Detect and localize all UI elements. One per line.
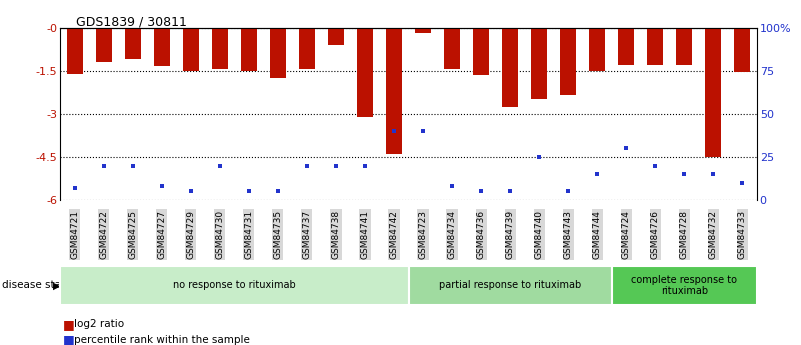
Bar [241,28,257,71]
Bar [125,28,141,59]
Text: ▶: ▶ [53,280,61,290]
Text: partial response to rituximab: partial response to rituximab [439,280,582,290]
Text: GDS1839 / 30811: GDS1839 / 30811 [76,16,187,29]
Bar [444,28,460,69]
Bar [183,28,199,71]
Text: log2 ratio: log2 ratio [74,319,124,329]
Bar [66,28,83,73]
Text: no response to rituximab: no response to rituximab [173,280,296,290]
Bar [415,28,431,33]
Bar [735,28,751,72]
Bar [299,28,315,69]
Bar [531,28,547,99]
Bar [706,28,722,157]
Bar [647,28,663,65]
Bar [676,28,692,65]
Bar [590,28,606,71]
Bar [386,28,402,154]
Bar [270,28,286,78]
Text: complete response to
rituximab: complete response to rituximab [631,275,738,296]
Bar [473,28,489,75]
Text: ■: ■ [62,318,74,331]
Bar [211,28,227,69]
Bar [357,28,373,117]
Text: disease state: disease state [2,280,72,290]
Bar [328,28,344,45]
Bar [154,28,170,66]
Bar [95,28,111,62]
Bar [560,28,576,95]
Bar [618,28,634,65]
Text: percentile rank within the sample: percentile rank within the sample [74,335,250,345]
Bar [502,28,518,107]
Text: ■: ■ [62,333,74,345]
